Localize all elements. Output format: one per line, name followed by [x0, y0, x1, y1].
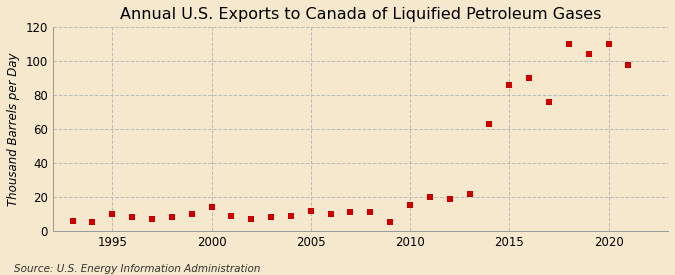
- Point: [186, 212, 197, 216]
- Point: [266, 215, 277, 219]
- Point: [404, 203, 415, 208]
- Point: [146, 217, 157, 221]
- Point: [464, 191, 475, 196]
- Point: [87, 220, 98, 225]
- Point: [385, 220, 396, 225]
- Y-axis label: Thousand Barrels per Day: Thousand Barrels per Day: [7, 52, 20, 206]
- Point: [206, 205, 217, 209]
- Point: [524, 76, 535, 80]
- Point: [345, 210, 356, 214]
- Point: [543, 100, 554, 104]
- Point: [286, 213, 296, 218]
- Point: [564, 42, 574, 46]
- Point: [305, 208, 316, 213]
- Point: [365, 210, 376, 214]
- Point: [325, 212, 336, 216]
- Title: Annual U.S. Exports to Canada of Liquified Petroleum Gases: Annual U.S. Exports to Canada of Liquifi…: [119, 7, 601, 22]
- Point: [425, 195, 435, 199]
- Point: [484, 122, 495, 126]
- Text: Source: U.S. Energy Information Administration: Source: U.S. Energy Information Administ…: [14, 264, 260, 274]
- Point: [68, 219, 78, 223]
- Point: [246, 217, 256, 221]
- Point: [444, 197, 455, 201]
- Point: [107, 212, 117, 216]
- Point: [127, 215, 138, 219]
- Point: [623, 62, 634, 67]
- Point: [583, 52, 594, 57]
- Point: [504, 83, 514, 87]
- Point: [226, 213, 237, 218]
- Point: [603, 42, 614, 46]
- Point: [167, 215, 178, 219]
